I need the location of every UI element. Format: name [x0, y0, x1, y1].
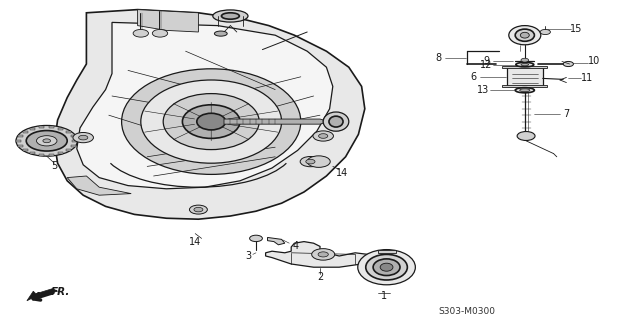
- Bar: [66, 131, 71, 133]
- Circle shape: [43, 139, 51, 143]
- Circle shape: [79, 135, 88, 140]
- Text: 3: 3: [245, 251, 252, 261]
- Bar: [22, 149, 28, 151]
- Circle shape: [306, 159, 315, 164]
- Bar: [39, 154, 44, 156]
- Circle shape: [307, 156, 330, 167]
- Text: 10: 10: [588, 56, 600, 67]
- Text: 13: 13: [477, 85, 490, 95]
- Polygon shape: [266, 242, 371, 267]
- Bar: [58, 128, 63, 130]
- Polygon shape: [268, 237, 285, 245]
- Bar: [30, 152, 35, 154]
- Ellipse shape: [516, 62, 534, 67]
- Ellipse shape: [221, 13, 239, 19]
- Bar: [18, 135, 23, 137]
- Ellipse shape: [358, 250, 415, 285]
- Ellipse shape: [197, 113, 226, 130]
- Ellipse shape: [515, 88, 534, 93]
- Circle shape: [313, 131, 333, 141]
- Text: 1: 1: [381, 291, 387, 301]
- Bar: [72, 140, 77, 142]
- Circle shape: [16, 125, 77, 156]
- Circle shape: [73, 132, 93, 143]
- Circle shape: [133, 29, 148, 37]
- Text: 11: 11: [581, 73, 594, 84]
- Ellipse shape: [329, 116, 343, 127]
- Polygon shape: [27, 289, 58, 301]
- Bar: [58, 152, 63, 154]
- Bar: [22, 131, 28, 133]
- Ellipse shape: [380, 263, 393, 271]
- Text: 4: 4: [292, 241, 299, 252]
- Circle shape: [189, 205, 207, 214]
- Text: 15: 15: [570, 24, 582, 35]
- Bar: [378, 250, 396, 253]
- Ellipse shape: [323, 112, 349, 131]
- Text: 5: 5: [51, 161, 58, 172]
- Ellipse shape: [373, 259, 400, 276]
- Circle shape: [540, 29, 550, 35]
- Ellipse shape: [122, 69, 301, 174]
- Ellipse shape: [515, 29, 534, 41]
- Circle shape: [36, 136, 57, 146]
- Circle shape: [300, 156, 321, 167]
- Bar: [18, 145, 23, 147]
- Text: FR.: FR.: [51, 287, 70, 298]
- Circle shape: [319, 134, 328, 138]
- Text: 2: 2: [317, 272, 323, 282]
- Bar: [16, 140, 21, 142]
- Polygon shape: [138, 10, 198, 32]
- Bar: [39, 126, 44, 128]
- Bar: [502, 85, 547, 87]
- Ellipse shape: [182, 105, 240, 139]
- Ellipse shape: [509, 26, 541, 45]
- Circle shape: [152, 29, 168, 37]
- Text: 14: 14: [336, 168, 349, 178]
- Text: 12: 12: [480, 60, 493, 70]
- Polygon shape: [54, 10, 365, 219]
- Text: S303-M0300: S303-M0300: [438, 308, 496, 316]
- Ellipse shape: [141, 80, 282, 163]
- Text: 6: 6: [470, 72, 477, 83]
- Circle shape: [318, 252, 328, 257]
- Ellipse shape: [214, 31, 227, 36]
- Bar: [70, 145, 76, 147]
- Circle shape: [312, 249, 335, 260]
- Text: 9: 9: [483, 56, 490, 67]
- Ellipse shape: [212, 10, 248, 22]
- Ellipse shape: [520, 89, 530, 92]
- Text: 14: 14: [189, 236, 202, 247]
- Circle shape: [250, 235, 262, 242]
- Circle shape: [517, 132, 535, 140]
- Text: 7: 7: [563, 108, 570, 119]
- Bar: [49, 126, 54, 128]
- Bar: [70, 135, 76, 137]
- Ellipse shape: [520, 32, 529, 38]
- Polygon shape: [224, 119, 323, 124]
- Bar: [507, 67, 543, 86]
- Circle shape: [194, 207, 203, 212]
- Bar: [49, 154, 54, 156]
- Polygon shape: [67, 176, 131, 195]
- Circle shape: [26, 131, 67, 151]
- Ellipse shape: [163, 93, 259, 150]
- Bar: [30, 128, 35, 130]
- Bar: [66, 149, 71, 151]
- Ellipse shape: [521, 64, 529, 66]
- Polygon shape: [77, 22, 333, 189]
- Ellipse shape: [366, 254, 408, 280]
- Circle shape: [563, 61, 573, 67]
- Circle shape: [521, 58, 529, 62]
- Bar: [502, 66, 547, 68]
- Text: 8: 8: [435, 52, 442, 63]
